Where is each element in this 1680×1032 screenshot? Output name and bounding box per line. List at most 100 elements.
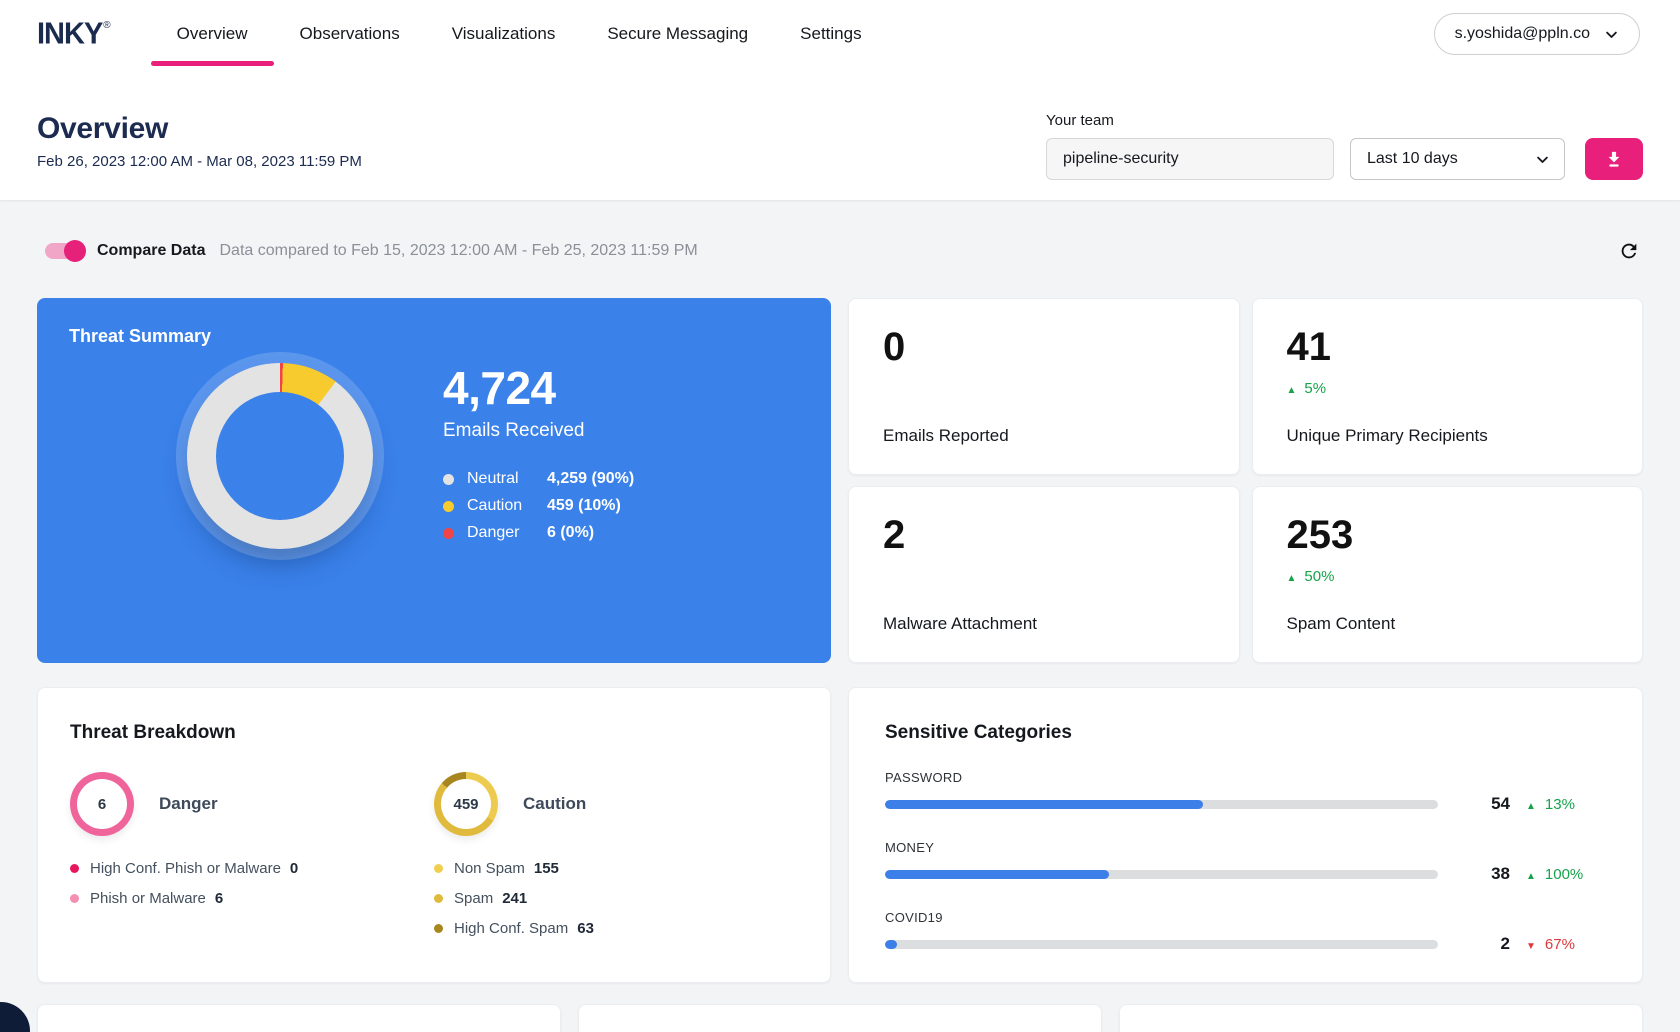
- category-name: PASSWORD: [885, 770, 963, 785]
- danger-count: 6: [97, 795, 107, 813]
- high-conf-phish-dot-icon: [70, 864, 79, 873]
- compare-data-row: Compare Data Data compared to Feb 15, 20…: [37, 236, 1643, 266]
- danger-ring: 6: [70, 772, 134, 836]
- legend-item-neutral: Neutral 4,259 (90%): [443, 470, 634, 488]
- legend-value: 155: [533, 860, 559, 877]
- legend-name: Spam: [454, 890, 494, 907]
- caution-legend: Non Spam 155 Spam 241 High Conf. Spam 63: [434, 860, 798, 937]
- legend-item: High Conf. Phish or Malware 0: [70, 860, 434, 877]
- category-delta: 67%: [1526, 936, 1606, 953]
- emails-received-label: Emails Received: [443, 420, 585, 441]
- stat-card-spam-content: 253 50% Spam Content: [1251, 485, 1643, 663]
- legend-value: 6: [214, 890, 224, 907]
- category-row-money: MONEY 38 100%: [885, 840, 1606, 884]
- header-area: INKY ® Overview Observations Visualizati…: [0, 0, 1680, 200]
- download-button[interactable]: [1585, 138, 1643, 180]
- legend-value: 63: [577, 920, 594, 937]
- nav-item-overview[interactable]: Overview: [150, 0, 274, 68]
- progress-track: [885, 799, 1438, 809]
- legend-name: Phish or Malware: [90, 890, 206, 907]
- stat-value: 2: [883, 512, 906, 557]
- stat-delta: 50%: [1287, 568, 1609, 585]
- non-spam-dot-icon: [434, 864, 443, 873]
- high-conf-spam-dot-icon: [434, 924, 443, 933]
- progress-fill: [885, 869, 1109, 879]
- threat-summary-body: 4,724 Emails Received Neutral 4,259 (90%…: [69, 361, 799, 551]
- header-controls: Your team Last 10 days: [1046, 112, 1643, 200]
- caution-ring: 459: [434, 772, 498, 836]
- top-cards-row: Threat Summary 4,724 Emails Received Neu…: [37, 298, 1643, 663]
- category-name: MONEY: [885, 840, 935, 855]
- partial-card-3: [1119, 1004, 1643, 1032]
- logo-text: INKY: [37, 16, 103, 51]
- nav-item-observations[interactable]: Observations: [299, 24, 400, 43]
- neutral-dot-icon: [443, 473, 454, 485]
- stat-value: 253: [1286, 512, 1354, 557]
- danger-column: 6 Danger High Conf. Phish or Malware 0 P…: [70, 772, 434, 950]
- category-delta: 13%: [1526, 796, 1606, 813]
- user-menu[interactable]: s.yoshida@ppln.co: [1433, 13, 1640, 55]
- delta-value: 5%: [1304, 380, 1327, 397]
- category-value: 54: [1491, 794, 1510, 813]
- top-nav: INKY ® Overview Observations Visualizati…: [0, 0, 1680, 68]
- nav-item-secure-messaging[interactable]: Secure Messaging: [607, 24, 749, 43]
- legend-value: 0: [289, 860, 299, 877]
- stat-label: Emails Reported: [883, 426, 1009, 445]
- inky-logo[interactable]: INKY ®: [37, 16, 111, 51]
- main-content: Compare Data Data compared to Feb 15, 20…: [0, 200, 1680, 1032]
- progress-fill: [885, 939, 898, 949]
- next-cards-row: [37, 1004, 1643, 1032]
- controls-row: Last 10 days: [1046, 138, 1643, 180]
- stat-cards-grid: 0 Emails Reported 41 5% Unique Primary R…: [848, 298, 1643, 663]
- legend-name: Danger: [467, 524, 520, 541]
- partial-card-1: [37, 1004, 561, 1032]
- stat-value: 0: [883, 325, 906, 369]
- category-row-password: PASSWORD 54 13%: [885, 770, 1606, 814]
- up-arrow-icon: [1526, 866, 1536, 883]
- stat-label: Unique Primary Recipients: [1286, 426, 1488, 445]
- stat-card-emails-reported: 0 Emails Reported: [848, 298, 1240, 475]
- chevron-down-icon: [1606, 31, 1617, 38]
- compare-data-label: Compare Data: [97, 242, 206, 259]
- bottom-cards-row: Threat Breakdown 6 Danger High Conf. Phi…: [37, 687, 1643, 983]
- threat-breakdown-card: Threat Breakdown 6 Danger High Conf. Phi…: [37, 687, 831, 983]
- stat-label: Malware Attachment: [883, 613, 1038, 633]
- legend-item: Non Spam 155: [434, 860, 798, 877]
- partial-card-2: [578, 1004, 1102, 1032]
- legend-item: Spam 241: [434, 890, 798, 907]
- legend-value: 6 (0%): [547, 524, 595, 541]
- nav-item-settings[interactable]: Settings: [800, 24, 862, 43]
- download-icon: [1608, 151, 1620, 167]
- stat-card-malware-attachment: 2 Malware Attachment: [848, 485, 1240, 663]
- up-arrow-icon: [1287, 380, 1297, 397]
- delta-value: 50%: [1304, 567, 1335, 585]
- team-input[interactable]: [1046, 138, 1334, 180]
- legend-value: 241: [502, 890, 528, 907]
- caution-ring-block: 459 Caution: [434, 772, 798, 836]
- progress-fill: [885, 799, 1203, 809]
- threat-breakdown-body: 6 Danger High Conf. Phish or Malware 0 P…: [70, 772, 798, 950]
- danger-legend: High Conf. Phish or Malware 0 Phish or M…: [70, 860, 434, 907]
- danger-dot-icon: [443, 527, 454, 539]
- threat-summary-donut: [187, 363, 373, 549]
- category-row-covid19: COVID19 2 67%: [885, 910, 1606, 954]
- caution-label: Caution: [523, 794, 587, 813]
- refresh-button[interactable]: [1615, 237, 1643, 265]
- category-bar-line: 38 100%: [885, 864, 1606, 884]
- team-label: Your team: [1046, 112, 1114, 129]
- page-title: Overview: [37, 112, 169, 145]
- title-block: Overview Feb 26, 2023 12:00 AM - Mar 08,…: [37, 112, 362, 200]
- category-bar-line: 54 13%: [885, 794, 1606, 814]
- date-range-select[interactable]: Last 10 days: [1350, 138, 1565, 180]
- refresh-icon: [1621, 243, 1637, 259]
- threat-summary-info: 4,724 Emails Received Neutral 4,259 (90%…: [443, 361, 634, 551]
- compare-data-toggle[interactable]: [45, 240, 86, 262]
- threat-summary-card: Threat Summary 4,724 Emails Received Neu…: [37, 298, 831, 663]
- nav-item-visualizations[interactable]: Visualizations: [451, 24, 556, 43]
- progress-track: [885, 939, 1438, 949]
- phish-or-malware-dot-icon: [70, 894, 79, 903]
- caution-column: 459 Caution Non Spam 155 Spam 241: [434, 772, 798, 950]
- down-arrow-icon: [1526, 936, 1536, 953]
- page-header: Overview Feb 26, 2023 12:00 AM - Mar 08,…: [0, 68, 1680, 200]
- threat-summary-title: Threat Summary: [69, 326, 212, 346]
